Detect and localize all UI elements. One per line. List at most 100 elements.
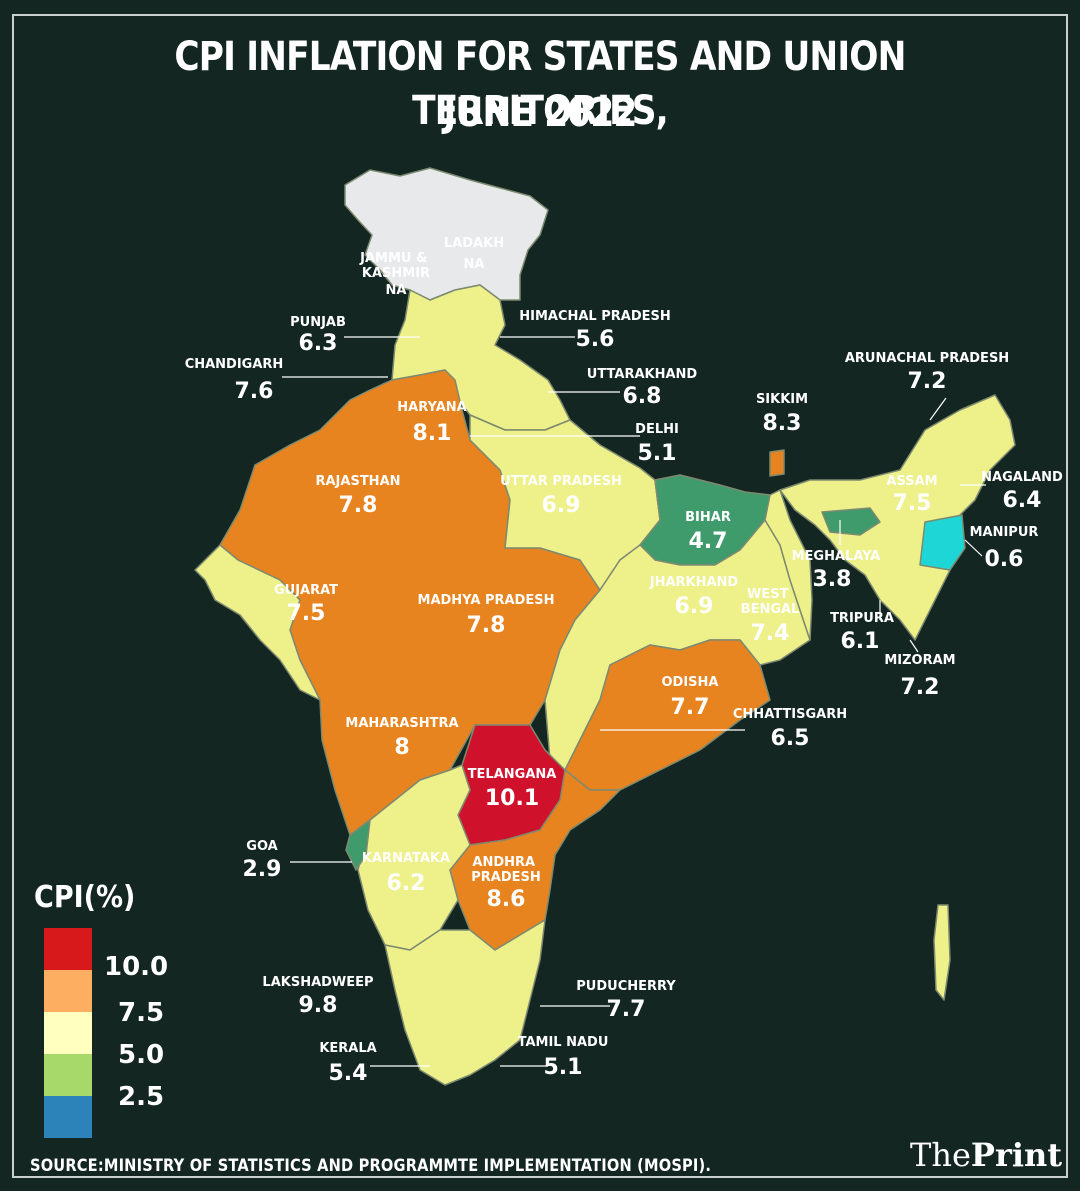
- label-andhra-pradesh-value: 8.6: [487, 887, 526, 912]
- label-puducherry-value: 7.7: [607, 997, 646, 1022]
- label-manipur-value: 0.6: [985, 547, 1024, 572]
- label-delhi-name: DELHI: [635, 422, 679, 437]
- legend-swatch-0: [44, 1096, 92, 1138]
- label-chandigarh-name: CHANDIGARH: [185, 357, 284, 372]
- region-sikkim: [769, 449, 785, 477]
- region-meghalaya: [821, 507, 881, 536]
- state-shapes: [194, 167, 1016, 1086]
- region-karnataka-goa: [357, 764, 471, 951]
- label-arunachal-value: 7.2: [908, 369, 947, 394]
- label-bihar-value: 4.7: [689, 529, 728, 554]
- label-uttar-pradesh-name: UTTAR PRADESH: [500, 474, 622, 489]
- map-title-line-2: JUNE 2022: [443, 90, 637, 136]
- label-delhi-value: 5.1: [638, 441, 677, 466]
- region-gujarat: [194, 544, 321, 701]
- label-goa-value: 2.9: [243, 857, 282, 882]
- label-haryana-value: 8.1: [413, 421, 452, 446]
- label-lakshadweep-name: LAKSHADWEEP: [262, 975, 373, 990]
- region-andaman-islands: [933, 904, 951, 1001]
- label-wb-line1: WEST: [747, 587, 789, 602]
- legend-title: CPI(%): [34, 880, 136, 915]
- source-note: SOURCE:MINISTRY OF STATISTICS AND PROGRA…: [30, 1156, 712, 1176]
- region-kerala-tamil-nadu: [384, 919, 546, 1086]
- label-uttarakhand-name: UTTARAKHAND: [587, 367, 698, 382]
- label-punjab-name: PUNJAB: [290, 315, 346, 330]
- label-kerala-name: KERALA: [319, 1041, 376, 1056]
- label-tamil-nadu-name: TAMIL NADU: [518, 1035, 609, 1050]
- label-punjab-value: 6.3: [299, 331, 338, 356]
- label-gujarat-name: GUJARAT: [274, 583, 338, 598]
- label-ap-line1: ANDHRA: [472, 855, 535, 870]
- label-meghalaya-value: 3.8: [813, 567, 852, 592]
- label-himachal-value: 5.6: [576, 327, 615, 352]
- label-uttarakhand-value: 6.8: [623, 384, 662, 409]
- legend-swatch-10: [44, 928, 92, 970]
- label-tripura-name: TRIPURA: [830, 611, 894, 626]
- label-goa-name: GOA: [246, 839, 277, 854]
- legend-tick-10: 10.0: [104, 952, 169, 982]
- label-tripura-value: 6.1: [841, 629, 880, 654]
- label-karnataka-name: KARNATAKA: [362, 851, 450, 866]
- label-tamil-nadu-value: 5.1: [544, 1055, 583, 1080]
- outer-frame: [12, 14, 1068, 1178]
- label-maharashtra-value: 8: [394, 735, 409, 760]
- region-labels: LADAKH NA JAMMU & KASHMIR NA PUNJAB 6.3 …: [185, 236, 1063, 1086]
- label-jk-line2: KASHMIR: [362, 266, 430, 281]
- legend-tick-2-5: 2.5: [118, 1082, 165, 1112]
- label-mizoram-name: MIZORAM: [884, 653, 955, 668]
- label-odisha-name: ODISHA: [662, 675, 719, 690]
- legend-swatch-5: [44, 1012, 92, 1054]
- leader-lines: [282, 336, 986, 1067]
- label-assam-name: ASSAM: [886, 474, 937, 489]
- label-meghalaya-name: MEGHALAYA: [792, 549, 881, 564]
- label-jharkhand-name: JHARKHAND: [649, 575, 739, 590]
- legend-swatch-7-5: [44, 970, 92, 1012]
- label-west-bengal-name: WEST BENGAL: [741, 587, 800, 617]
- region-odisha: [564, 639, 771, 791]
- label-wb-line2: BENGAL: [741, 602, 800, 617]
- label-telangana-name: TELANGANA: [468, 767, 557, 782]
- label-ladakh-value: NA: [464, 257, 485, 272]
- label-himachal-name: HIMACHAL PRADESH: [519, 309, 671, 324]
- label-madhya-pradesh-value: 7.8: [467, 613, 506, 638]
- region-jammu-kashmir-ladakh: [344, 167, 549, 301]
- region-west-bengal-sikkim: [764, 489, 813, 641]
- label-andhra-pradesh-name: ANDHRA PRADESH: [471, 855, 541, 885]
- brand-the: The: [910, 1136, 971, 1174]
- label-mizoram-value: 7.2: [901, 675, 940, 700]
- label-jk-line1: JAMMU &: [359, 251, 427, 266]
- theprint-logo: ThePrint: [910, 1136, 1062, 1174]
- label-jharkhand-value: 6.9: [675, 594, 714, 619]
- label-uttar-pradesh-value: 6.9: [542, 493, 581, 518]
- region-andhra-pradesh: [449, 769, 621, 951]
- label-maharashtra-name: MAHARASHTRA: [345, 716, 458, 731]
- label-chhattisgarh-name: CHHATTISGARH: [733, 707, 847, 722]
- label-sikkim-name: SIKKIM: [756, 392, 808, 407]
- region-manipur: [919, 514, 966, 571]
- label-chandigarh-value: 7.6: [235, 379, 274, 404]
- label-rajasthan-value: 7.8: [339, 493, 378, 518]
- legend-swatch-2-5: [44, 1054, 92, 1096]
- label-jammu-kashmir-value: NA: [386, 283, 407, 298]
- label-manipur-name: MANIPUR: [970, 525, 1039, 540]
- label-telangana-value: 10.1: [485, 786, 539, 811]
- label-ladakh-name: LADAKH: [444, 236, 504, 251]
- label-madhya-pradesh-name: MADHYA PRADESH: [418, 593, 555, 608]
- label-karnataka-value: 6.2: [387, 871, 426, 896]
- label-ap-line2: PRADESH: [471, 870, 541, 885]
- label-gujarat-value: 7.5: [287, 601, 326, 626]
- legend-tick-7-5: 7.5: [118, 998, 165, 1028]
- label-odisha-value: 7.7: [671, 695, 710, 720]
- label-kerala-value: 5.4: [329, 1061, 368, 1086]
- legend-tick-5: 5.0: [118, 1040, 165, 1070]
- label-haryana-name: HARYANA: [397, 400, 466, 415]
- region-northeast: [779, 394, 1016, 641]
- label-puducherry-name: PUDUCHERRY: [576, 979, 676, 994]
- map-title-line-1: CPI INFLATION FOR STATES AND UNION TERRI…: [174, 34, 906, 134]
- label-sikkim-value: 8.3: [763, 411, 802, 436]
- label-arunachal-name: ARUNACHAL PRADESH: [845, 351, 1009, 366]
- label-lakshadweep-value: 9.8: [299, 993, 338, 1018]
- label-rajasthan-name: RAJASTHAN: [315, 474, 400, 489]
- brand-print: Print: [970, 1136, 1063, 1174]
